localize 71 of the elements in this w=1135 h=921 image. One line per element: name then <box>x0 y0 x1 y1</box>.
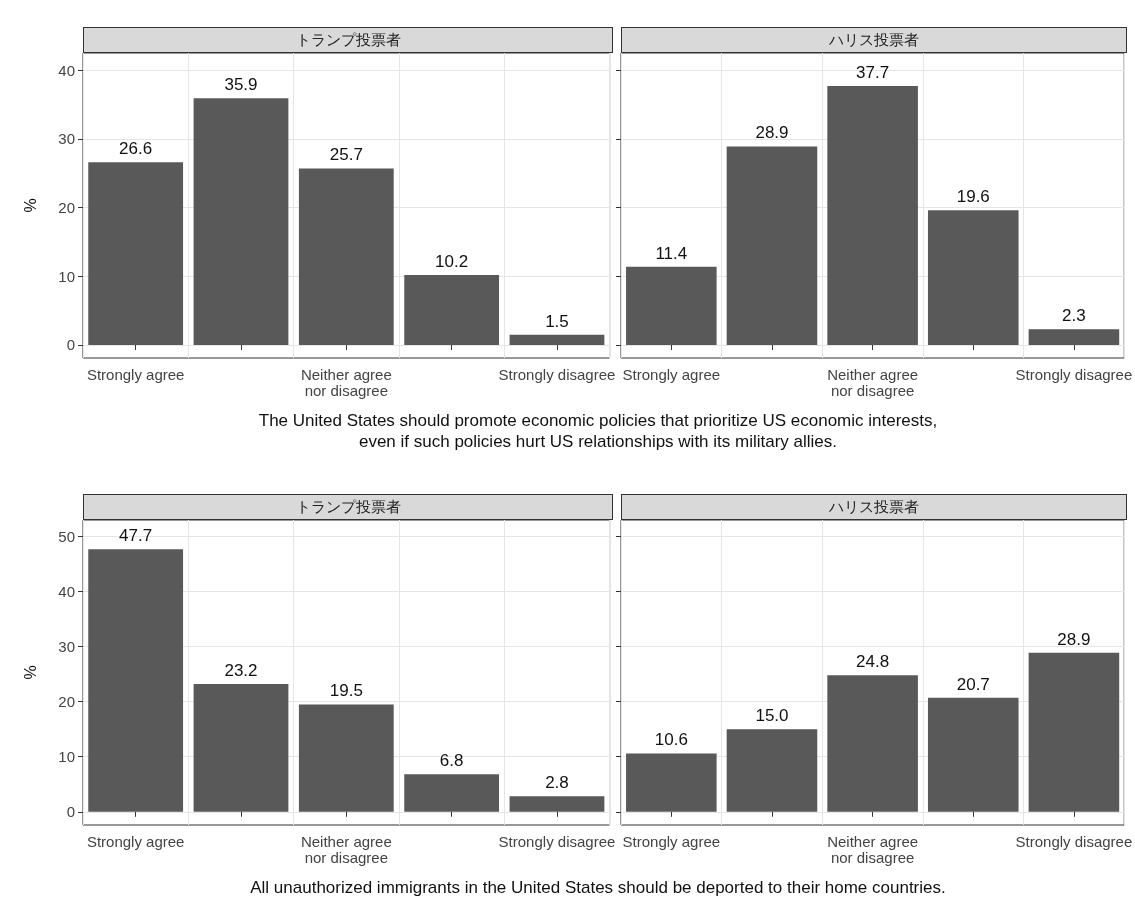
x-tick-label: Strongly agree <box>86 832 185 850</box>
x-tick-label: Strongly disagree <box>1015 832 1133 850</box>
x-tick-label: Neither agree nor disagree <box>827 365 919 399</box>
x-tick-label: Neither agree nor disagree <box>300 365 392 399</box>
data-label: 2.8 <box>545 773 569 793</box>
bar <box>827 85 918 345</box>
bar <box>404 774 500 812</box>
bar <box>1028 329 1120 345</box>
x-tick-label: Strongly agree <box>622 365 721 383</box>
data-label: 28.9 <box>755 123 789 143</box>
bar <box>88 549 184 812</box>
bar <box>509 796 605 812</box>
data-label: 6.8 <box>439 751 464 771</box>
y-tick-label: 0 <box>66 336 75 354</box>
data-label: 19.5 <box>329 681 363 701</box>
y-tick-label: 20 <box>58 693 75 711</box>
data-label: 11.4 <box>655 243 688 263</box>
data-label: 1.5 <box>545 311 569 331</box>
data-label: 25.7 <box>329 145 363 165</box>
bar <box>404 274 500 345</box>
chart-title: ハリス投票者 <box>621 27 1127 53</box>
data-label: 19.6 <box>956 187 990 207</box>
x-tick-label: Neither agree nor disagree <box>827 832 919 866</box>
data-label: 47.7 <box>119 526 153 546</box>
chart-title: ハリス投票者 <box>621 494 1127 520</box>
data-label: 20.7 <box>956 674 990 694</box>
bar <box>509 334 605 345</box>
bar <box>193 98 289 345</box>
x-axis-title: All unauthorized immigrants in the United States should be deported to their home countries. <box>249 877 947 898</box>
data-label: 10.6 <box>654 730 688 750</box>
data-label: 23.2 <box>224 661 258 681</box>
bar <box>193 684 289 812</box>
bar <box>1028 652 1120 812</box>
data-label: 10.2 <box>435 251 469 271</box>
x-tick-label: Neither agree nor disagree <box>300 832 392 866</box>
y-tick-label: 10 <box>58 267 75 285</box>
y-axis-title: % <box>21 198 39 213</box>
chart-title: トランプ投票者 <box>83 494 613 520</box>
x-tick-label: Strongly disagree <box>498 832 616 850</box>
y-tick-label: 10 <box>58 748 75 766</box>
x-tick-label: Strongly disagree <box>498 365 616 383</box>
x-tick-label: Strongly disagree <box>1015 365 1133 383</box>
x-axis-title: The United States should promote economic policies that prioritize US economic interests, even if such policies hurt US relationships with its military allies. <box>257 410 939 452</box>
data-label: 37.7 <box>856 62 890 82</box>
bar <box>827 675 918 812</box>
bar <box>88 162 184 345</box>
y-axis-title: % <box>21 665 39 680</box>
bar <box>626 266 717 345</box>
bar <box>626 753 717 812</box>
bar <box>726 146 818 345</box>
chart-title: トランプ投票者 <box>83 27 613 53</box>
y-tick-label: 40 <box>58 583 75 601</box>
bar <box>927 697 1019 812</box>
data-label: 2.3 <box>1062 306 1086 326</box>
y-tick-label: 50 <box>58 528 75 546</box>
y-tick-label: 30 <box>58 130 75 148</box>
y-tick-label: 20 <box>58 199 75 217</box>
bar <box>726 729 818 812</box>
data-label: 24.8 <box>856 652 890 672</box>
bar <box>927 210 1019 345</box>
data-label: 28.9 <box>1057 629 1091 649</box>
bar <box>298 704 394 812</box>
x-tick-label: Strongly agree <box>86 365 185 383</box>
x-tick-label: Strongly agree <box>622 832 721 850</box>
y-tick-label: 40 <box>58 61 75 79</box>
bar <box>298 168 394 345</box>
data-label: 26.6 <box>119 139 153 159</box>
data-label: 15.0 <box>755 706 789 726</box>
y-tick-label: 0 <box>66 803 75 821</box>
y-tick-label: 30 <box>58 638 75 656</box>
data-label: 35.9 <box>224 75 258 95</box>
